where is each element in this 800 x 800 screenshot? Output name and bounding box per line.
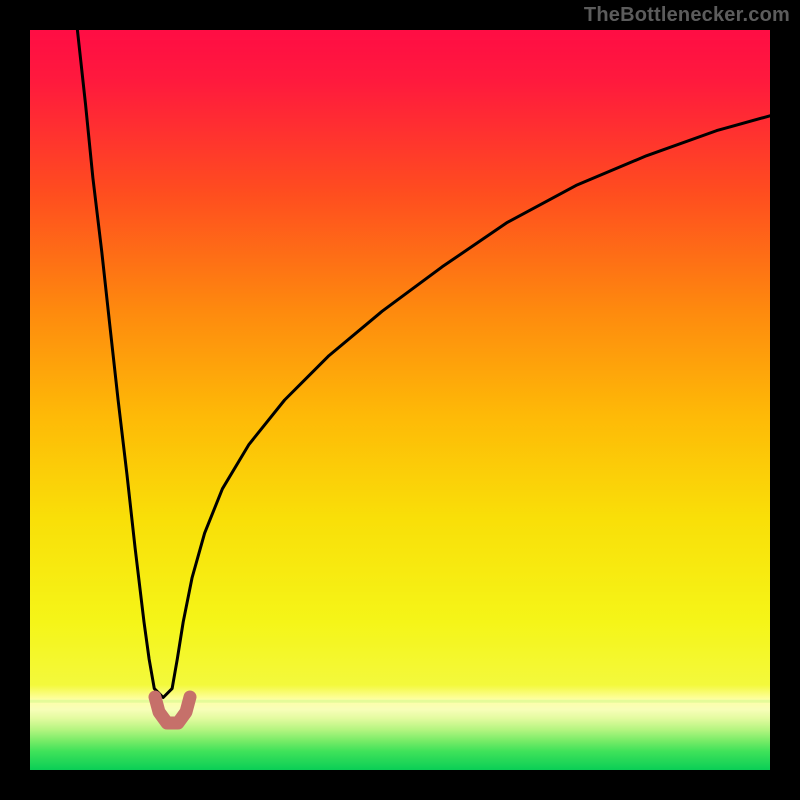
plot-background	[30, 30, 770, 770]
chart-svg	[0, 0, 800, 800]
green-band-top-boundary	[30, 700, 770, 703]
watermark-text: TheBottlenecker.com	[584, 4, 790, 27]
